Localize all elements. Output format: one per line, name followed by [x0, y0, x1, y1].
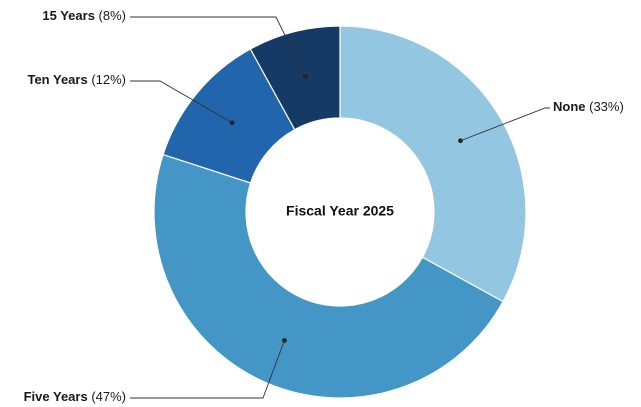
slice-label-percent: (12%) [88, 72, 126, 87]
slice-label-name: Ten Years [27, 72, 87, 87]
donut-slices [153, 25, 527, 399]
label-leader-lines [130, 16, 550, 399]
slice-label-five-years: Five Years (47%) [24, 389, 126, 404]
slice-none [339, 25, 527, 303]
slice-label-name: Five Years [24, 389, 88, 404]
slice-five-years [153, 153, 504, 399]
leader-line-15-years [130, 16, 306, 77]
leader-line-five-years [130, 340, 285, 399]
slice-label-ten-years: Ten Years (12%) [27, 72, 126, 87]
leader-line-none [460, 107, 550, 142]
slice-15-years [249, 25, 341, 131]
slice-label-15-years: 15 Years (8%) [42, 8, 126, 23]
slice-label-percent: (33%) [586, 99, 624, 114]
slice-label-none: None (33%) [553, 99, 624, 114]
slice-label-name: None [553, 99, 586, 114]
leader-line-ten-years [130, 80, 233, 124]
leader-dot-none [458, 138, 463, 144]
slice-label-name: 15 Years [42, 8, 95, 23]
slice-labels: None (33%) Five Years (47%) Ten Years (12%… [24, 8, 624, 404]
slice-label-percent: (47%) [88, 389, 126, 404]
center-label: Fiscal Year 2025 [286, 203, 394, 219]
slice-label-percent: (8%) [95, 8, 126, 23]
